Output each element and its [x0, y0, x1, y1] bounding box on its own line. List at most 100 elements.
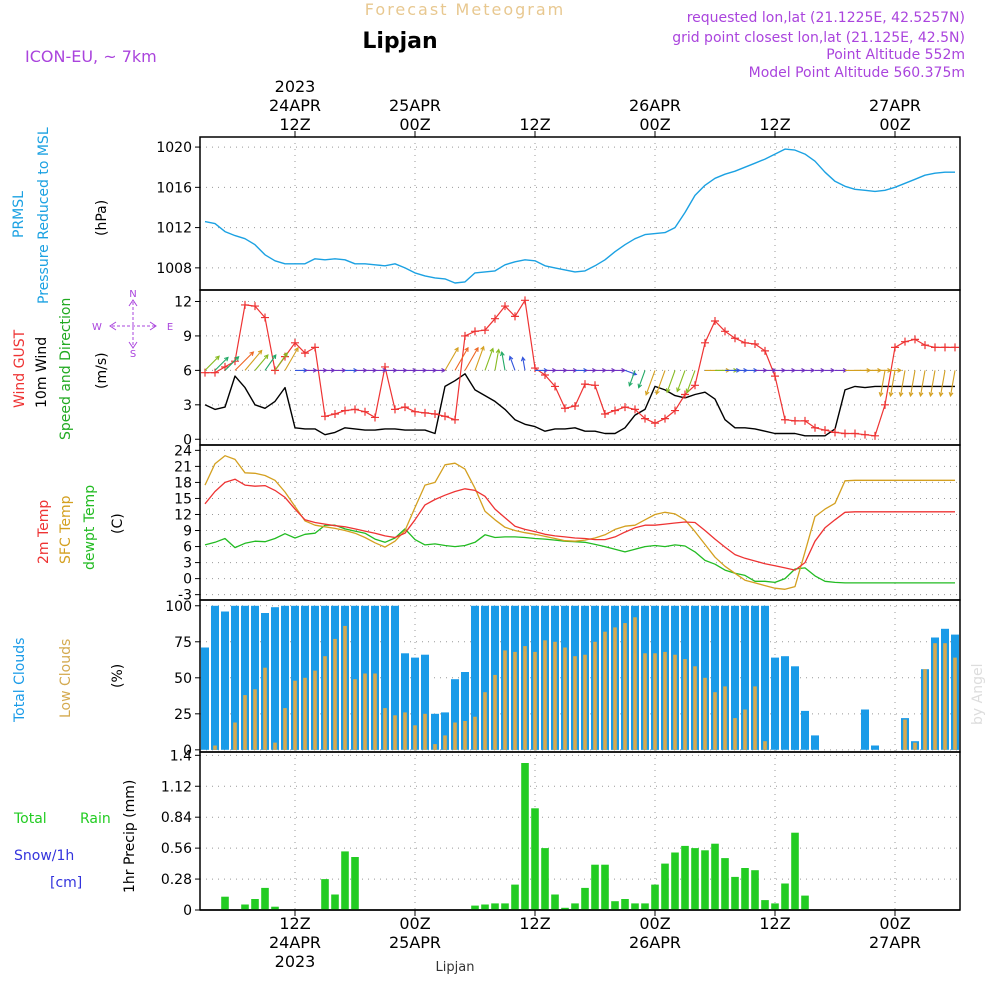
gust-marker — [361, 407, 369, 416]
total-cloud-bar — [441, 712, 449, 750]
top-axis-label: 12Z — [759, 115, 790, 134]
total-cloud-bar — [481, 605, 489, 750]
gust-marker — [451, 415, 459, 424]
low-cloud-bar — [413, 725, 417, 750]
total-cloud-bar — [351, 605, 359, 750]
temperature-ytick-label: -3 — [178, 588, 192, 604]
low-cloud-bar — [423, 713, 427, 750]
total-cloud-bar — [741, 605, 749, 750]
gust-marker — [441, 412, 449, 421]
wind-direction-arrow — [628, 370, 636, 387]
wind-direction-arrow — [325, 368, 336, 373]
wind-labels: Wind GUST 10m Wind Speed and Direction (… — [12, 289, 173, 440]
gust-marker — [811, 423, 819, 432]
wind-direction-arrow — [875, 368, 903, 373]
temperature-ytick-label: 12 — [174, 507, 192, 523]
pressure-ytick-label: 1012 — [156, 221, 192, 237]
rain-bar — [261, 887, 269, 910]
total-cloud-bar — [751, 605, 759, 750]
low-cloud-bar — [753, 686, 757, 750]
total-cloud-bar — [241, 605, 249, 750]
compass-south: S — [130, 349, 136, 360]
precip-ytick-label: 0.28 — [161, 872, 192, 888]
wind-direction-arrow — [928, 370, 936, 398]
wind-direction-arrow — [254, 354, 269, 371]
rain-bar — [251, 899, 259, 910]
gust-marker — [651, 419, 659, 428]
total-cloud-bar — [711, 605, 719, 750]
wind-direction-arrow — [644, 370, 656, 396]
low-cloud-bar — [583, 654, 587, 750]
wind-direction-arrow — [565, 368, 578, 373]
low-cloud-bar — [673, 654, 677, 750]
rain-bar — [701, 850, 709, 910]
precip-labels: Total Rain Snow/1h [cm] 1hr Precip (mm) — [13, 780, 138, 893]
wind-direction-arrow — [685, 370, 696, 394]
wind-direction-arrow — [508, 355, 516, 371]
gust-marker — [571, 401, 579, 410]
gust-marker — [351, 405, 359, 414]
rain-bar — [651, 884, 659, 910]
gust-marker — [701, 338, 709, 347]
rain-bar — [331, 894, 339, 910]
rain-bar — [321, 879, 329, 910]
low-clouds-label: Low Clouds — [58, 639, 74, 718]
wind-direction-arrow — [315, 368, 328, 373]
wind-direction-arrow — [555, 368, 568, 373]
low-cloud-bar — [743, 709, 747, 750]
wind-direction-arrow — [676, 370, 686, 393]
low-cloud-bar — [613, 627, 617, 750]
wind-direction-arrow — [948, 370, 956, 398]
wind-ytick-label: 0 — [183, 432, 192, 448]
gust-marker — [761, 346, 769, 355]
low-cloud-bar — [693, 666, 697, 750]
wind-direction-arrow — [520, 356, 526, 371]
total-cloud-bar — [781, 656, 789, 750]
low-cloud-bar — [943, 643, 947, 750]
total-cloud-bar — [721, 605, 729, 750]
model-altitude: Model Point Altitude 560.375m — [749, 65, 965, 81]
gust-marker — [321, 412, 329, 421]
low-cloud-bar — [253, 689, 257, 750]
low-cloud-bar — [363, 673, 367, 750]
bottom-axis-label: 00Z — [639, 914, 670, 933]
bottom-axis-label: 12Z — [279, 914, 310, 933]
gust-marker — [831, 428, 839, 437]
precip-ytick-label: 1.12 — [161, 779, 192, 795]
total-cloud-bar — [401, 653, 409, 750]
rain-bar — [271, 906, 279, 910]
gust-marker — [631, 405, 639, 414]
top-axis-label: 12Z — [519, 115, 550, 134]
low-cloud-bar — [243, 695, 247, 750]
product-title: Forecast Meteogram — [365, 0, 565, 19]
rain-bar — [601, 864, 609, 910]
pressure-ytick-label: 1008 — [156, 261, 192, 277]
wind-direction-arrow — [615, 368, 627, 373]
wind-direction-arrow — [755, 368, 768, 373]
low-cloud-bar — [313, 670, 317, 750]
wind-ytick-label: 3 — [183, 398, 192, 414]
gust-marker — [801, 416, 809, 425]
gust-marker — [331, 410, 339, 418]
gust-marker — [931, 343, 939, 352]
total-cloud-bar — [271, 607, 279, 750]
wind-direction-arrow — [494, 348, 501, 371]
gridpoint-coords: grid point closest lon,lat (21.125E, 42.… — [672, 30, 965, 46]
wind-direction-arrow — [878, 370, 886, 398]
wind-direction-arrow — [785, 368, 797, 373]
gust-marker — [341, 406, 349, 415]
footer-location: Lipjan — [436, 960, 475, 975]
low-cloud-bar — [273, 742, 277, 750]
total-cloud-bar — [281, 605, 289, 750]
total-cloud-bar — [451, 679, 459, 750]
clouds-unit: (%) — [110, 664, 126, 688]
clouds-ytick-label: 50 — [174, 671, 192, 687]
gust-marker — [551, 382, 559, 391]
sfc-label: SFC Temp — [58, 495, 74, 564]
gust-marker — [911, 335, 919, 344]
rain-bar — [771, 903, 779, 910]
rain-bar — [721, 858, 729, 910]
rain-bar — [691, 848, 699, 910]
gust-marker — [611, 406, 619, 415]
